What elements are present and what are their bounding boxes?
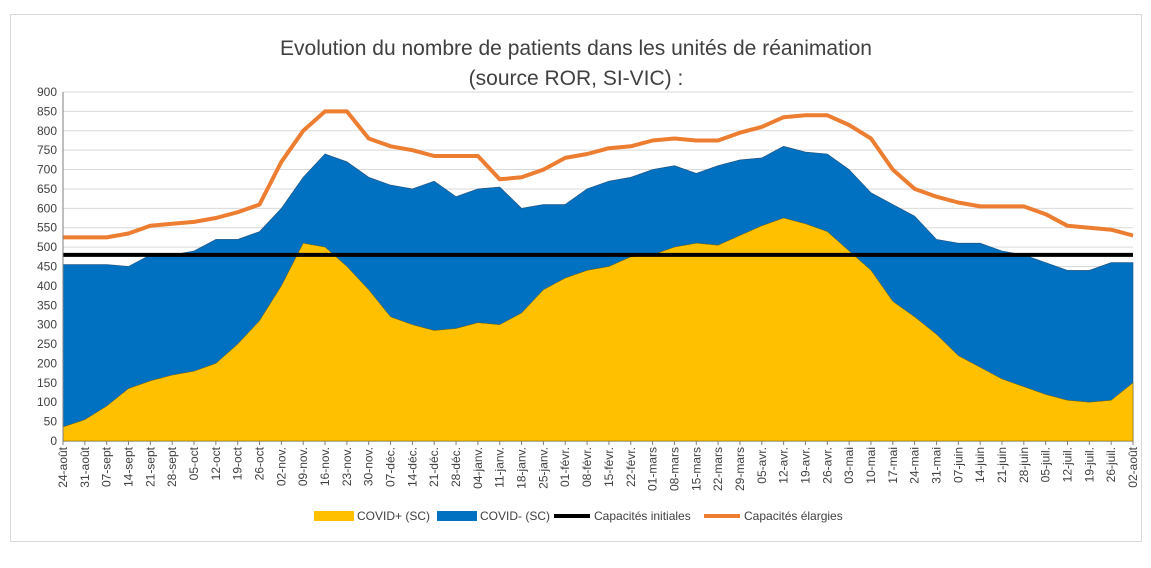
x-tick-label: 04-janv. [471,447,485,489]
x-tick-label: 22-févr. [624,447,638,487]
x-tick-label: 29-mars [733,447,747,491]
y-axis: 0 50 100 150 200 250 300 350 400 450 500 550 600 650 7… [37,85,64,448]
x-tick-label: 31-mai [930,447,944,484]
y-tick-label: 200 [37,356,57,370]
chart-frame: Evolution du nombre de patients dans les… [10,14,1142,542]
x-tick-label: 25-janv. [536,447,550,489]
y-tick-label: 0 [50,434,57,448]
y-tick-label: 250 [37,337,57,351]
area-covid-plus [62,217,1134,442]
y-tick-label: 550 [37,221,57,235]
y-tick-label: 850 [37,104,57,118]
x-tick-label: 19-juil. [1082,447,1096,482]
x-tick-label: 26-juil. [1104,447,1118,482]
x-tick-label: 02-août [1126,446,1140,487]
x-tick-label: 16-nov. [318,447,332,486]
y-tick-label: 50 [44,415,58,429]
x-axis: 24-août 31-août 07-sept 14-sept 21-sept 28-se… [56,441,1140,491]
x-tick-label: 17-mai [886,447,900,484]
y-tick-label: 300 [37,318,57,332]
x-tick-label: 21-juin [995,447,1009,483]
legend-capacites-initiales-label: Capacités initiales [594,509,691,523]
x-tick-label: 19-avr. [798,447,812,484]
x-tick-label: 12-oct [209,446,223,480]
x-tick-label: 05-juil. [1039,447,1053,482]
y-tick-label: 750 [37,143,57,157]
x-tick-label: 23-nov. [340,447,354,486]
x-tick-label: 22-mars [711,447,725,491]
legend-covid-plus-label: COVID+ (SC) [357,509,430,523]
y-tick-label: 650 [37,182,57,196]
legend-covid-plus-swatch [314,511,354,521]
y-tick-label: 800 [37,124,57,138]
x-tick-label: 09-nov. [296,447,310,486]
x-tick-label: 21-déc. [427,447,441,487]
x-tick-label: 28-déc. [449,447,463,487]
x-tick-label: 11-janv. [493,447,507,488]
x-tick-label: 08-févr. [580,447,594,487]
x-tick-label: 30-nov. [362,447,376,486]
x-tick-label: 26-oct [253,446,267,480]
x-tick-label: 15-mars [689,447,703,491]
x-tick-label: 15-févr. [602,447,616,487]
x-tick-label: 05-oct [187,446,201,480]
x-tick-label: 21-sept [143,446,157,487]
x-tick-label: 26-avr. [820,447,834,484]
x-tick-label: 07-juin [951,447,965,483]
y-tick-label: 450 [37,260,57,274]
x-tick-label: 10-mai [864,447,878,484]
x-tick-label: 12-juil. [1061,447,1075,482]
series-layer [62,109,1134,442]
chart-title-line-1: Evolution du nombre de patients dans les… [280,37,872,60]
y-tick-label: 100 [37,395,57,409]
x-tick-label: 28-sept [165,446,179,487]
x-tick-label: 05-avr. [755,447,769,484]
x-tick-label: 12-avr. [777,447,791,484]
y-tick-label: 600 [37,201,57,215]
x-tick-label: 14-déc. [405,447,419,487]
x-tick-label: 02-nov. [274,447,288,486]
legend-covid-minus-label: COVID- (SC) [480,509,550,523]
legend-capacites-elargies-label: Capacités élargies [744,509,843,523]
legend-covid-minus-swatch [437,511,477,521]
chart: Evolution du nombre de patients dans les… [37,37,1140,523]
line-capacites-elargies [63,109,1134,240]
x-tick-label: 14-sept [122,446,136,487]
x-tick-label: 28-juin [1017,447,1031,483]
x-tick-label: 24-mai [908,447,922,484]
y-tick-label: 150 [37,376,57,390]
x-tick-label: 01-févr. [558,447,572,487]
x-tick-label: 18-janv. [515,447,529,489]
x-tick-label: 19-oct [231,446,245,480]
y-tick-label: 350 [37,298,57,312]
x-tick-label: 03-mai [842,447,856,484]
y-tick-label: 700 [37,163,57,177]
x-tick-label: 14-juin [973,447,987,483]
chart-title-line-2: (source ROR, SI-VIC) : [469,67,684,90]
x-tick-label: 07-sept [100,446,114,487]
x-tick-label: 31-août [78,446,92,487]
y-tick-label: 900 [37,85,57,99]
x-tick-label: 07-déc. [384,447,398,487]
x-tick-label: 08-mars [667,447,681,491]
legend: COVID+ (SC) COVID- (SC) Capacités initiale… [314,509,843,523]
x-tick-label: 01-mars [646,447,660,491]
y-tick-label: 500 [37,240,57,254]
y-tick-label: 400 [37,279,57,293]
x-tick-label: 24-août [56,446,70,487]
